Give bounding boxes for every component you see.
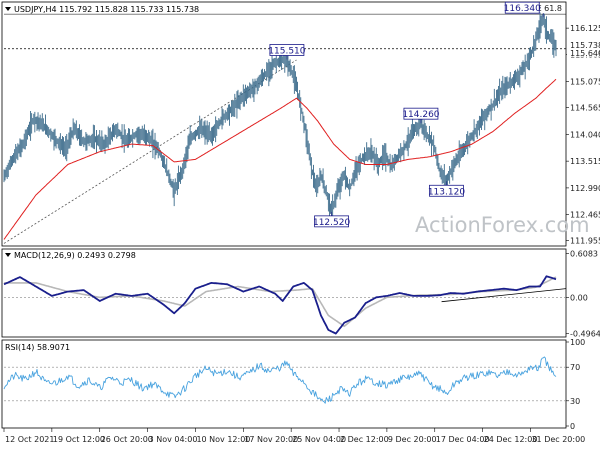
x-tick-label: 26 Oct 20:00 xyxy=(101,435,153,444)
moving-average-line xyxy=(3,78,557,240)
price-label-box xyxy=(504,1,540,14)
fib-level-label: FE 61.8 xyxy=(532,4,562,13)
price-y-tick-label: 112.465 xyxy=(570,211,600,220)
macd-main-line xyxy=(3,275,557,335)
macd-support-line xyxy=(441,288,567,303)
x-tick-label: 10 Nov 12:00 xyxy=(196,435,250,444)
price-y-tick-label: 113.515 xyxy=(570,157,600,166)
price-header-text: USDJPY,H4 115.792 115.828 115.733 115.73… xyxy=(14,5,199,14)
x-tick-label: 9 Dec 20:00 xyxy=(388,435,437,444)
macd-y-tick-label: -0.4964 xyxy=(570,329,600,338)
rsi-y-tick-label: 70 xyxy=(570,363,580,372)
rsi-y-tick-label: 100 xyxy=(570,338,585,347)
axis-labels: 116.125115.605115.075114.565114.040113.5… xyxy=(3,24,600,444)
x-tick-label: 25 Nov 04:00 xyxy=(292,435,346,444)
macd-y-tick-label: 0.00 xyxy=(570,293,588,302)
price-series xyxy=(3,12,557,240)
dropdown-triangle-icon xyxy=(5,7,11,11)
rsi-series xyxy=(3,356,566,404)
x-tick-label: 31 Dec 20:00 xyxy=(531,435,585,444)
rsi-panel-frame xyxy=(1,339,567,429)
macd-header: MACD(12,26,9) 0.2493 0.2798 xyxy=(5,251,136,260)
price-y-tick-label: 114.040 xyxy=(570,130,600,139)
price-label-text: 116.340 xyxy=(504,4,541,14)
current-price-label: 115.738 xyxy=(570,41,600,50)
rsi-line xyxy=(3,356,557,404)
current-price-label: 115.640 xyxy=(570,49,600,58)
price-label-text: 113.120 xyxy=(428,187,465,197)
macd-triangle-icon xyxy=(5,253,11,257)
price-y-tick-label: 116.125 xyxy=(570,24,600,33)
macd-panel-frame xyxy=(1,248,567,338)
x-tick-label: 3 Nov 04:00 xyxy=(149,435,198,444)
price-annotations: 115.510 112.520 114.260 113.120 116.340 xyxy=(268,1,544,228)
x-tick-label: 12 Oct 2021 xyxy=(5,435,54,444)
x-tick-label: 17 Nov 20:00 xyxy=(244,435,298,444)
x-tick-label: 2 Dec 12:00 xyxy=(340,435,389,444)
rsi-y-tick-label: 30 xyxy=(570,397,580,406)
rsi-y-tick-label: 0 xyxy=(570,422,575,431)
price-y-tick-label: 115.075 xyxy=(570,78,600,87)
price-y-tick-label: 111.955 xyxy=(570,237,600,246)
price-header: USDJPY,H4 115.792 115.828 115.733 115.73… xyxy=(5,5,199,14)
price-label-text: 114.260 xyxy=(402,110,439,120)
x-tick-label: 19 Oct 12:00 xyxy=(53,435,105,444)
x-tick-label: 24 Dec 12:00 xyxy=(484,435,538,444)
current-price-label-bg xyxy=(567,48,598,57)
watermark-text: ActionForex.com xyxy=(415,213,590,237)
rsi-header-text: RSI(14) 58.9071 xyxy=(5,343,70,352)
macd-header-text: MACD(12,26,9) 0.2493 0.2798 xyxy=(14,251,136,260)
rsi-header: RSI(14) 58.9071 xyxy=(5,343,70,352)
price-label-text: 115.510 xyxy=(268,46,305,56)
macd-series xyxy=(3,275,567,335)
macd-y-tick-label: 0.6083 xyxy=(570,249,598,258)
x-tick-label: 17 Dec 04:00 xyxy=(436,435,490,444)
price-label-text: 112.520 xyxy=(313,218,350,228)
price-y-tick-label: 114.565 xyxy=(570,104,600,113)
current-price-label-bg xyxy=(567,40,598,49)
price-y-tick-label: 112.990 xyxy=(570,184,600,193)
dotted-trendline xyxy=(3,59,297,244)
price-panel-frame xyxy=(1,1,567,247)
